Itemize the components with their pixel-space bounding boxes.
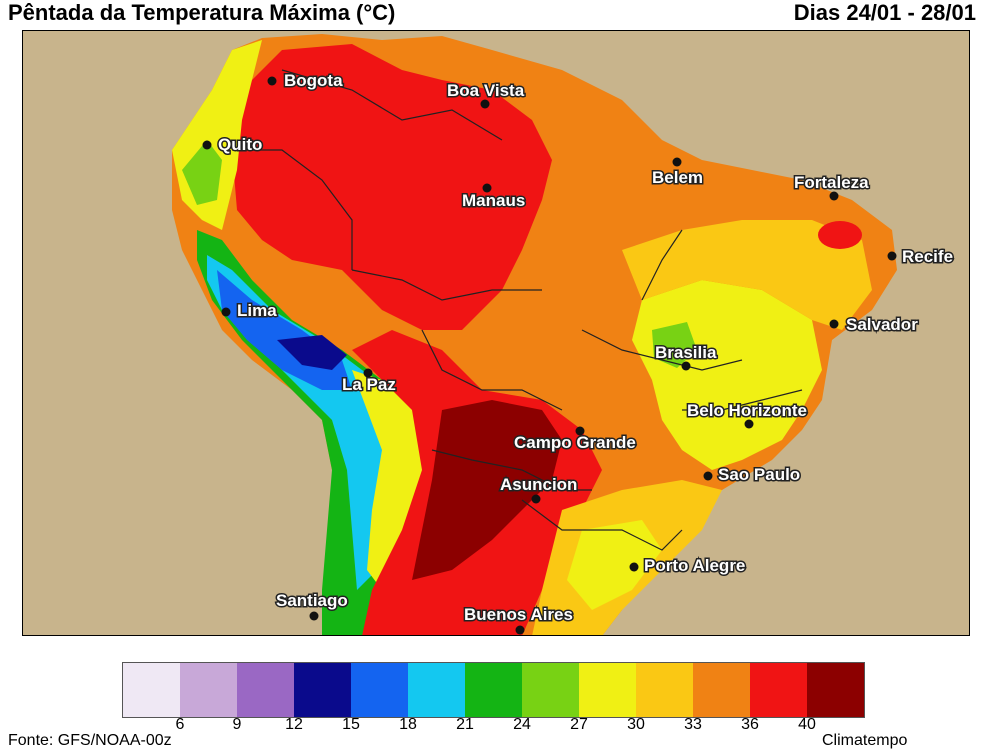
svg-text:Santiago: Santiago [276,591,348,610]
legend-swatch [237,663,294,717]
svg-text:Campo Grande: Campo Grande [514,433,636,452]
map-title: Pêntada da Temperatura Máxima (°C) [8,0,396,25]
legend-swatch [351,663,408,717]
svg-text:Boa Vista: Boa Vista [447,81,525,100]
svg-text:Salvador: Salvador [846,315,918,334]
svg-text:Asuncion: Asuncion [500,475,577,494]
city-recife: Recife [887,246,955,268]
legend-swatch [123,663,180,717]
city-sao-paulo: Sao Paulo [703,464,802,486]
legend-tick-label: 6 [175,716,185,733]
svg-text:Manaus: Manaus [462,191,525,210]
svg-text:Buenos Aires: Buenos Aires [464,605,573,624]
region-green-brasilia [652,322,697,368]
region-green-nw [182,140,222,205]
city-bogota: Bogota [267,70,345,92]
city-santiago: Santiago [275,590,349,621]
country-borders [232,69,803,551]
city-buenos-aires: Buenos Aires [463,604,574,635]
legend-tick-label: 24 [513,716,531,733]
city-la-paz: La Paz [341,368,397,396]
region-yellow-andes [352,370,432,590]
legend-swatch [465,663,522,717]
legend-swatch [807,663,864,717]
city-asuncion: Asuncion [499,474,579,504]
svg-text:Belem: Belem [652,168,703,187]
city-markers: Bogota Boa Vista Quito Manaus Belem Fort… [202,70,955,635]
city-boa-vista: Boa Vista [446,80,526,109]
city-salvador: Salvador [829,314,920,336]
region-hot-north [232,44,552,330]
legend-swatch [180,663,237,717]
credit-text: Climatempo [822,732,908,749]
legend-tick-label: 27 [570,716,588,733]
temperature-map: Bogota Boa Vista Quito Manaus Belem Fort… [22,30,970,636]
city-manaus: Manaus [461,183,527,212]
legend-tick-label: 21 [456,716,474,733]
color-legend [122,662,865,718]
legend-swatch [294,663,351,717]
svg-text:Fortaleza: Fortaleza [794,173,869,192]
legend-swatch [636,663,693,717]
legend-tick-label: 12 [285,716,303,733]
legend-tick-label: 30 [627,716,645,733]
city-belo-horizonte: Belo Horizonte [686,400,808,429]
legend-tick-label: 18 [399,716,417,733]
data-source: Fonte: GFS/NOAA-00z [8,732,172,749]
city-brasilia: Brasilia [654,342,718,371]
legend-tick-label: 9 [232,716,242,733]
region-darkred-chaco [412,400,562,580]
legend-tick-label: 15 [342,716,360,733]
svg-text:La Paz: La Paz [342,375,396,394]
svg-text:Belo Horizonte: Belo Horizonte [687,401,807,420]
legend-tick-label: 40 [798,716,816,733]
legend-swatch [408,663,465,717]
legend-swatch [693,663,750,717]
svg-text:Quito: Quito [218,135,262,154]
svg-text:Sao Paulo: Sao Paulo [718,465,800,484]
region-lightorange-east [622,220,872,330]
city-lima: Lima [221,300,279,322]
legend-swatch [579,663,636,717]
svg-text:Recife: Recife [902,247,953,266]
region-darkblue-coast [277,335,347,370]
svg-text:Porto Alegre: Porto Alegre [644,556,745,575]
legend-tick-label: 33 [684,716,702,733]
svg-text:Lima: Lima [237,301,277,320]
svg-text:Bogota: Bogota [284,71,343,90]
svg-text:Brasilia: Brasilia [655,343,717,362]
legend-tick-label: 36 [741,716,759,733]
city-campo-grande: Campo Grande [513,426,637,454]
city-fortaleza: Fortaleza [793,172,871,201]
city-quito: Quito [202,134,264,156]
legend-swatch [750,663,807,717]
region-yellow-south [567,520,662,610]
city-porto-alegre: Porto Alegre [629,555,747,577]
region-red-northeast [818,221,862,249]
legend-swatch [522,663,579,717]
city-belem: Belem [651,157,705,189]
date-range: Dias 24/01 - 28/01 [793,0,976,25]
